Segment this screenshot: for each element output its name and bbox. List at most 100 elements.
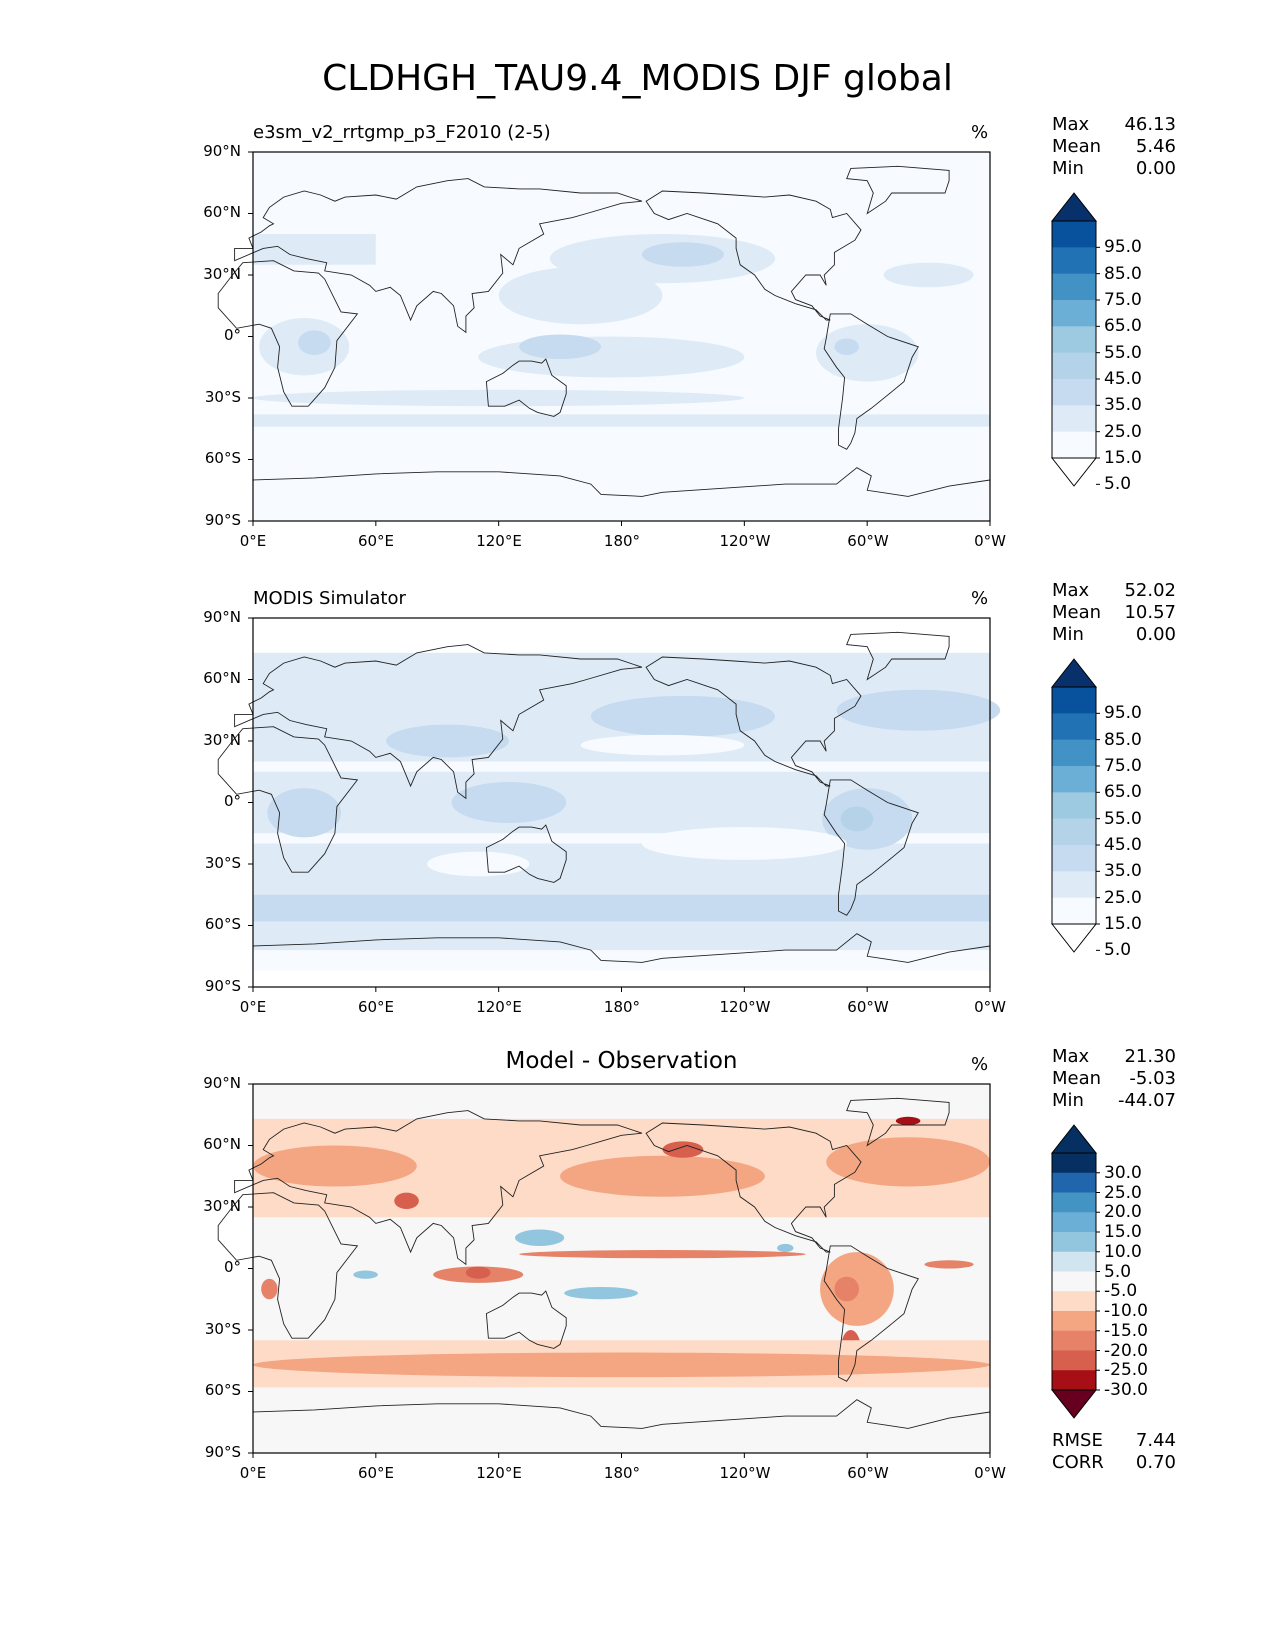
lat-tick: 60°S [204,1381,241,1399]
panel-3-unit: % [971,1054,989,1075]
colorbar-tick-label: 95.0 [1104,703,1142,724]
congo [267,788,342,838]
panel-2-colorbar [1050,658,1100,953]
lon-tick: 60°W [847,1464,889,1482]
panel-3-colorbar-segment [1052,1350,1096,1371]
colorbar-tick-label: 55.0 [1104,342,1142,363]
panel-3-colorbar-extend-max [1050,1124,1098,1154]
coastlines [217,1097,991,1429]
tibet [386,724,509,758]
lat-tick: 60°N [203,203,241,221]
maritime-continent [451,782,567,823]
panel-1-colorbar-segment [1052,431,1096,459]
stat-max-label: Max [1052,580,1090,601]
panel-3-colorbar-segment [1052,1212,1096,1233]
colorbar-tick-label: 85.0 [1104,729,1142,750]
europe-diff [253,1145,417,1187]
southern-ocean-core [253,894,990,922]
lat-tick: 60°S [204,915,241,933]
colorbar-tick-label: -5.0 [1104,1281,1138,1302]
coastlines [217,631,991,963]
coastline-australia [485,1290,567,1349]
lat-tick: 30°N [203,265,241,283]
stat-min-value: 0.00 [1135,624,1176,645]
contour-fill [253,652,1001,971]
colorbar-tick-label: 85.0 [1104,263,1142,284]
lat-tick: 0° [223,1258,241,1276]
corr-label: CORR [1052,1452,1104,1473]
australia-clear [427,851,530,877]
lon-tick: 180° [603,1464,641,1482]
coastline-greenland [846,631,950,681]
colorbar-tick-label: 75.0 [1104,290,1142,310]
amazon-core [840,806,874,832]
lon-tick: 60°E [357,1464,395,1482]
panel-3-colorbar-segment [1052,1311,1096,1332]
panel-1-colorbar [1050,192,1100,487]
lat-tick: 0° [223,792,241,810]
lat-tick: 90°S [204,511,241,529]
panel-2-title: MODIS Simulator [253,588,406,609]
stat-max-label: Max [1052,114,1090,135]
himalaya-diff [394,1192,419,1210]
panel-2-map [217,617,1001,992]
atlantic-itcz-diff [924,1260,974,1269]
coastline-south-america [823,313,919,450]
panel-2-colorbar-segment [1052,792,1096,820]
lon-tick: 180° [603,998,641,1016]
southern-ocean-diff-core [253,1352,990,1378]
colorbar-tick-label: 25.0 [1104,1182,1142,1203]
lat-tick: 60°N [203,669,241,687]
coastline-eurasia [234,644,643,800]
colorbar-tick-label: 95.0 [1104,237,1142,258]
panel-2-colorbar-extend-max [1050,658,1098,688]
panel-1-colorbar-segment [1052,352,1096,380]
contour-fill [253,152,990,521]
stat-mean-value: 10.57 [1124,602,1176,623]
west-africa-diff [261,1278,278,1300]
panel-2-colorbar-segment [1052,739,1096,767]
stat-max-value: 21.30 [1124,1046,1176,1067]
lat-tick: 60°S [204,449,241,467]
panel-2-colorbar-segment [1052,871,1096,899]
colorbar-tick-label: 25.0 [1104,887,1142,908]
coastline-antarctica [252,467,991,497]
stat-max-value: 52.02 [1124,580,1176,601]
stat-mean-value: 5.46 [1135,136,1176,157]
colorbar-tick-label: 30.0 [1104,1162,1142,1183]
wpacific-positive [515,1229,565,1246]
lon-tick: 60°W [847,998,889,1016]
greenland-diff [895,1116,921,1125]
itcz-diff [519,1250,806,1259]
colorbar-tick-label: 55.0 [1104,808,1142,829]
subtropical-clear-s [641,827,847,860]
lat-tick: 90°N [203,142,241,160]
panel-2-colorbar-segment [1052,897,1096,925]
warmpool-cloud [519,334,602,360]
coastline-africa [217,260,359,407]
lon-tick: 0°E [239,1464,267,1482]
panel-1-map [217,151,991,526]
coastline-eurasia [234,1110,643,1266]
panel-2-colorbar-outline [1051,686,1097,925]
lon-tick: 0°W [974,1464,1006,1482]
panel-1-unit: % [971,122,989,143]
colorbar-tick-label: -20.0 [1104,1340,1148,1361]
lon-tick: 180° [603,532,641,550]
colorbar-tick-label: -25.0 [1104,1360,1148,1381]
lat-tick: 90°N [203,608,241,626]
panel-2-colorbar-extend-min [1050,923,1098,953]
sh-midlat-band [253,414,990,427]
colorbar-tick-label: 15.0 [1104,1222,1142,1242]
colorbar-tick-label: 15.0 [1104,448,1142,468]
colorbar-tick-label: 5.0 [1104,474,1132,495]
lon-tick: 120°W [719,1464,771,1482]
stat-min-label: Min [1052,158,1084,179]
lat-tick: 30°S [204,388,241,406]
colorbar-tick-label: 35.0 [1104,395,1142,416]
lat-tick: 0° [223,326,241,344]
contour-fill [253,1084,990,1453]
colorbar-tick-label: 20.0 [1104,1202,1142,1223]
stat-max-value: 46.13 [1124,114,1176,135]
subtropical-clear-n [580,734,745,756]
